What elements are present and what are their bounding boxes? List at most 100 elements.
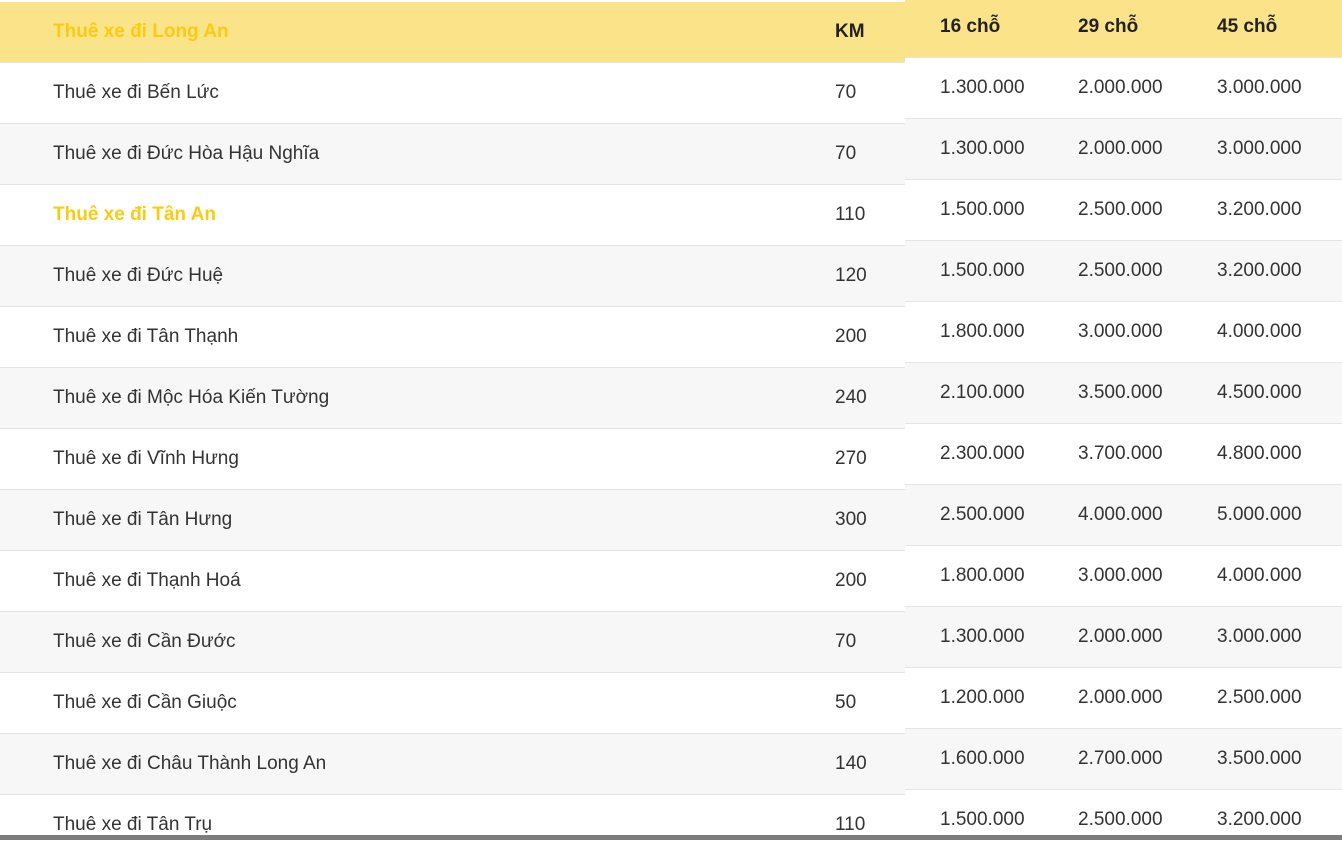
table-row: 2.300.000 3.700.000 4.800.000 — [905, 423, 1342, 484]
route-name: Thuê xe đi Mộc Hóa Kiến Tường — [53, 387, 330, 408]
table-row: 1.600.000 2.700.000 3.500.000 — [905, 728, 1342, 789]
table-row: 1.300.000 2.000.000 3.000.000 — [905, 57, 1342, 118]
route-km: 50 — [835, 692, 857, 713]
price-29-seats: 2.000.000 — [1078, 626, 1163, 647]
route-km: 300 — [835, 509, 867, 530]
route-km: 70 — [835, 82, 857, 103]
table-row: Thuê xe đi Cần Giuộc 50 — [0, 672, 905, 733]
price-29-seats: 3.000.000 — [1078, 321, 1163, 342]
route-km: 70 — [835, 143, 857, 164]
price-29-seats: 2.500.000 — [1078, 199, 1163, 220]
price-29-seats: 2.000.000 — [1078, 77, 1163, 98]
price-45-seats: 4.800.000 — [1217, 443, 1302, 464]
route-km: 200 — [835, 570, 867, 591]
price-29-seats: 3.700.000 — [1078, 443, 1163, 464]
price-16-seats: 1.800.000 — [940, 565, 1025, 586]
table-row: 1.800.000 3.000.000 4.000.000 — [905, 545, 1342, 606]
price-45-seats: 4.500.000 — [1217, 382, 1302, 403]
table-header: Thuê xe đi Long An KM — [0, 2, 905, 62]
route-name: Thuê xe đi Thạnh Hoá — [53, 570, 241, 591]
price-16-seats: 1.500.000 — [940, 809, 1025, 830]
header-45-seats: 45 chỗ — [1217, 16, 1278, 37]
price-table-right: 16 chỗ 29 chỗ 45 chỗ 1.300.000 2.000.000… — [905, 0, 1342, 850]
price-29-seats: 3.500.000 — [1078, 382, 1163, 403]
table-row: 2.500.000 4.000.000 5.000.000 — [905, 484, 1342, 545]
route-name: Thuê xe đi Vĩnh Hưng — [53, 448, 239, 469]
route-name: Thuê xe đi Tân Thạnh — [53, 326, 239, 347]
price-45-seats: 5.000.000 — [1217, 504, 1302, 525]
price-16-seats: 1.800.000 — [940, 321, 1025, 342]
price-16-seats: 1.300.000 — [940, 626, 1025, 647]
price-29-seats: 2.500.000 — [1078, 809, 1163, 830]
table-row: Thuê xe đi Châu Thành Long An 140 — [0, 733, 905, 794]
table-row: 1.300.000 2.000.000 3.000.000 — [905, 118, 1342, 179]
price-45-seats: 3.000.000 — [1217, 138, 1302, 159]
price-29-seats: 2.000.000 — [1078, 687, 1163, 708]
price-45-seats: 4.000.000 — [1217, 565, 1302, 586]
price-45-seats: 3.200.000 — [1217, 260, 1302, 281]
table-row: 1.800.000 3.000.000 4.000.000 — [905, 301, 1342, 362]
route-name: Thuê xe đi Tân Hưng — [53, 509, 233, 530]
price-16-seats: 2.500.000 — [940, 504, 1025, 525]
table-row: Thuê xe đi Tân An 110 — [0, 184, 905, 245]
table-row: Thuê xe đi Tân Hưng 300 — [0, 489, 905, 550]
table-row: Thuê xe đi Bến Lức 70 — [0, 62, 905, 123]
route-table-left: Thuê xe đi Long An KM Thuê xe đi Bến Lức… — [0, 2, 905, 855]
price-45-seats: 4.000.000 — [1217, 321, 1302, 342]
table-row: 1.300.000 2.000.000 3.000.000 — [905, 606, 1342, 667]
table-row: Thuê xe đi Cần Đước 70 — [0, 611, 905, 672]
header-16-seats: 16 chỗ — [940, 16, 1001, 37]
route-km: 140 — [835, 753, 867, 774]
table-row: Thuê xe đi Tân Thạnh 200 — [0, 306, 905, 367]
table-row: Thuê xe đi Mộc Hóa Kiến Tường 240 — [0, 367, 905, 428]
table-row: Thuê xe đi Tân Trụ 110 — [0, 794, 905, 855]
price-45-seats: 3.200.000 — [1217, 809, 1302, 830]
price-16-seats: 1.200.000 — [940, 687, 1025, 708]
table-row: Thuê xe đi Vĩnh Hưng 270 — [0, 428, 905, 489]
route-km: 200 — [835, 326, 867, 347]
table-row: Thuê xe đi Thạnh Hoá 200 — [0, 550, 905, 611]
route-name: Thuê xe đi Cần Giuộc — [53, 692, 237, 713]
route-km: 70 — [835, 631, 857, 652]
route-name: Thuê xe đi Đức Hòa Hậu Nghĩa — [53, 143, 320, 164]
price-45-seats: 3.000.000 — [1217, 77, 1302, 98]
price-16-seats: 1.300.000 — [940, 138, 1025, 159]
table-row: Thuê xe đi Đức Hòa Hậu Nghĩa 70 — [0, 123, 905, 184]
route-km: 120 — [835, 265, 867, 286]
price-45-seats: 3.000.000 — [1217, 626, 1302, 647]
route-km: 240 — [835, 387, 867, 408]
price-16-seats: 2.300.000 — [940, 443, 1025, 464]
price-29-seats: 3.000.000 — [1078, 565, 1163, 586]
price-29-seats: 2.500.000 — [1078, 260, 1163, 281]
route-name[interactable]: Thuê xe đi Tân An — [53, 204, 216, 225]
header-route-link[interactable]: Thuê xe đi Long An — [53, 21, 229, 42]
price-16-seats: 1.500.000 — [940, 260, 1025, 281]
route-name: Thuê xe đi Bến Lức — [53, 82, 219, 103]
price-29-seats: 4.000.000 — [1078, 504, 1163, 525]
price-45-seats: 3.200.000 — [1217, 199, 1302, 220]
table-row: 2.100.000 3.500.000 4.500.000 — [905, 362, 1342, 423]
table-row: 1.500.000 2.500.000 3.200.000 — [905, 179, 1342, 240]
price-29-seats: 2.700.000 — [1078, 748, 1163, 769]
route-name: Thuê xe đi Đức Huệ — [53, 265, 224, 286]
price-29-seats: 2.000.000 — [1078, 138, 1163, 159]
price-16-seats: 1.300.000 — [940, 77, 1025, 98]
route-name: Thuê xe đi Châu Thành Long An — [53, 753, 327, 774]
route-km: 270 — [835, 448, 867, 469]
price-45-seats: 3.500.000 — [1217, 748, 1302, 769]
bottom-bar — [0, 835, 1342, 840]
route-km: 110 — [835, 204, 866, 225]
table-header: 16 chỗ 29 chỗ 45 chỗ — [905, 0, 1342, 57]
price-45-seats: 2.500.000 — [1217, 687, 1302, 708]
route-name: Thuê xe đi Cần Đước — [53, 631, 236, 652]
table-row: 1.500.000 2.500.000 3.200.000 — [905, 240, 1342, 301]
price-16-seats: 2.100.000 — [940, 382, 1025, 403]
table-row: 1.200.000 2.000.000 2.500.000 — [905, 667, 1342, 728]
route-name: Thuê xe đi Tân Trụ — [53, 814, 213, 835]
table-row: 1.500.000 2.500.000 3.200.000 — [905, 789, 1342, 850]
price-16-seats: 1.600.000 — [940, 748, 1025, 769]
header-29-seats: 29 chỗ — [1078, 16, 1139, 37]
price-16-seats: 1.500.000 — [940, 199, 1025, 220]
header-km: KM — [835, 21, 865, 42]
route-km: 110 — [835, 814, 866, 835]
